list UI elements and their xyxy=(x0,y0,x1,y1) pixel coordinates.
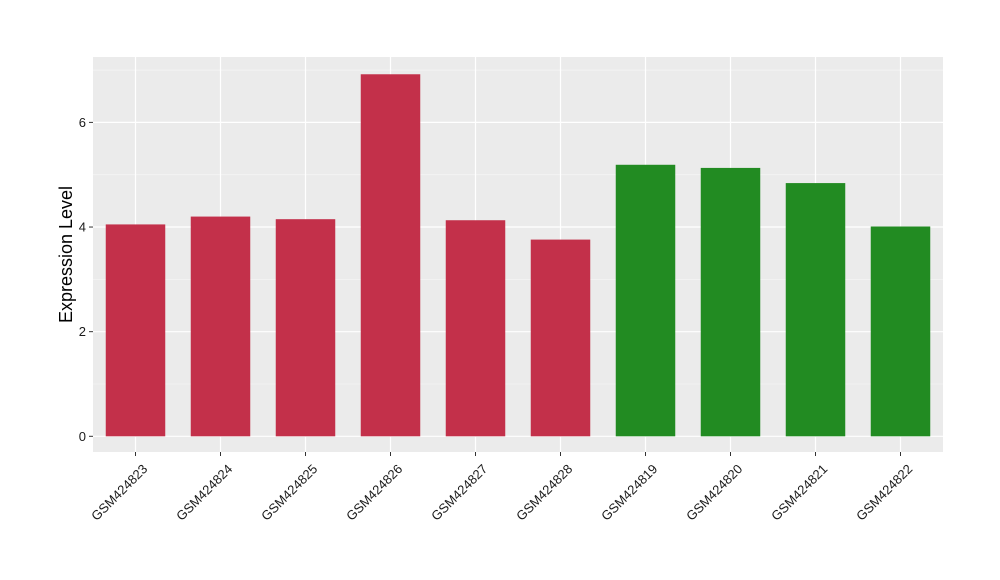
x-tick-label: GSM424828 xyxy=(513,461,575,523)
y-tick-label: 0 xyxy=(79,429,86,444)
y-tick-label: 2 xyxy=(79,324,86,339)
bar-GSM424828 xyxy=(530,239,591,437)
x-tick-label: GSM424820 xyxy=(683,461,745,523)
bar-GSM424821 xyxy=(785,183,846,437)
bar-GSM424827 xyxy=(445,220,506,437)
bar-GSM424825 xyxy=(275,219,336,437)
x-axis: GSM424823 GSM424824 GSM424825 GSM424826 GSM4… xyxy=(88,452,915,524)
x-tick-label: GSM424821 xyxy=(768,461,830,523)
x-tick-label: GSM424819 xyxy=(598,461,660,523)
bars xyxy=(105,74,931,437)
x-tick-label: GSM424826 xyxy=(343,461,405,523)
bar-GSM424824 xyxy=(190,216,251,437)
x-tick-label: GSM424822 xyxy=(853,461,915,523)
y-tick-label: 4 xyxy=(79,220,86,235)
x-tick-label: GSM424825 xyxy=(258,461,320,523)
bar-GSM424822 xyxy=(870,226,931,437)
y-tick-label: 6 xyxy=(79,115,86,130)
x-tick-label: GSM424827 xyxy=(428,461,490,523)
x-tick-label: GSM424823 xyxy=(88,461,150,523)
y-axis-title: Expression Level xyxy=(56,186,76,323)
y-axis: 0 2 4 6 xyxy=(79,115,93,444)
bar-GSM424820 xyxy=(700,167,761,437)
bar-GSM424819 xyxy=(615,164,676,437)
bar-GSM424826 xyxy=(360,74,421,437)
x-tick-label: GSM424824 xyxy=(173,461,235,523)
bar-GSM424823 xyxy=(105,224,166,437)
